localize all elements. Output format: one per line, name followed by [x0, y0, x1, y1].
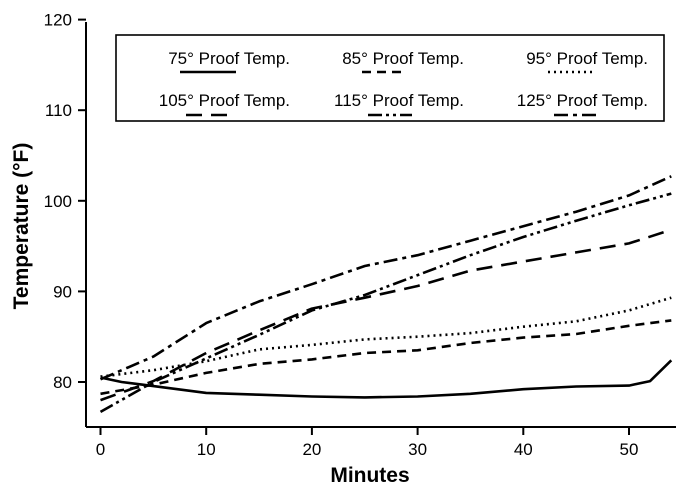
series-line-5: [99, 192, 672, 414]
x-tick-label: 0: [96, 440, 105, 459]
series-line-1: [100, 359, 673, 399]
x-tick-label: 40: [514, 440, 533, 459]
axes: [78, 18, 676, 435]
legend: 75° Proof Temp. 85° Proof Temp. 95° Proof …: [115, 34, 665, 122]
y-tick-label: 80: [53, 373, 72, 392]
y-tick-label: 110: [45, 101, 72, 120]
legend-label: 115° Proof Temp.: [334, 91, 464, 110]
x-tick-label: 10: [197, 440, 216, 459]
legend-label: 85° Proof Temp.: [342, 49, 464, 68]
series-line-4: [100, 228, 672, 402]
series-line-2: [100, 319, 672, 396]
y-tick-label: 90: [53, 282, 72, 301]
legend-box: [115, 34, 665, 122]
x-tick-label: 50: [620, 440, 639, 459]
series-line-6: [99, 175, 672, 381]
tick-labels: 80 90 100 110 120 0 10 20 30 40 50: [44, 11, 639, 459]
legend-label: 105° Proof Temp.: [159, 91, 290, 110]
series-lines: [99, 175, 673, 414]
y-axis-title: Temperature (°F): [10, 143, 33, 310]
y-tick-label: 100: [44, 192, 72, 211]
legend-label: 75° Proof Temp.: [168, 49, 290, 68]
x-axis-title: Minutes: [330, 464, 409, 487]
legend-label: 95° Proof Temp.: [526, 49, 648, 68]
x-tick-label: 20: [302, 440, 321, 459]
legend-label: 125° Proof Temp.: [517, 91, 648, 110]
y-tick-label: 120: [44, 11, 72, 30]
x-tick-label: 30: [408, 440, 427, 459]
